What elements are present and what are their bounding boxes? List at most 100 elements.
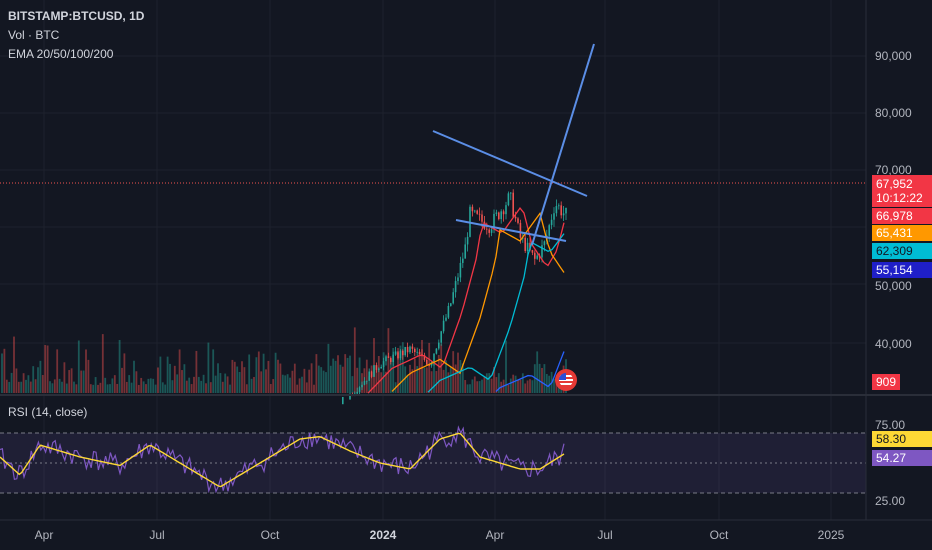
candle-body	[514, 216, 517, 219]
volume-bar	[397, 352, 399, 393]
candle-body	[394, 351, 397, 355]
volume-bar	[118, 339, 121, 393]
rsi-value-badge: 58.30	[872, 431, 932, 447]
candle-body	[356, 391, 358, 394]
symbol-legend[interactable]: BITSTAMP:BTCUSD, 1D	[8, 9, 145, 23]
price-tick: 80,000	[875, 106, 912, 120]
volume-bar	[97, 384, 99, 393]
us-flag-icon[interactable]	[555, 369, 577, 391]
volume-bar	[133, 360, 135, 393]
volume-bar	[130, 382, 133, 393]
candle-body	[505, 205, 507, 215]
candle-body	[500, 211, 502, 220]
candle-body	[442, 320, 445, 332]
volume-bar	[212, 349, 215, 393]
volume-bar	[296, 384, 299, 393]
ema-legend[interactable]: EMA 20/50/100/200	[8, 47, 114, 61]
rsi-ma-badge: 54.27	[872, 450, 932, 466]
volume-bar	[332, 358, 335, 393]
candle-body	[423, 354, 426, 360]
candle-body	[416, 351, 418, 353]
volume-bar	[543, 364, 546, 393]
volume-bar	[65, 383, 68, 393]
candle-body	[366, 380, 368, 382]
candle-body	[447, 305, 450, 318]
volume-bar	[505, 340, 507, 393]
volume-bar	[123, 353, 126, 393]
volume-bars	[1, 327, 567, 393]
volume-bar	[495, 377, 498, 393]
candle-body	[373, 365, 375, 377]
candle-body	[529, 242, 531, 251]
volume-bar	[517, 379, 519, 393]
volume-bar	[509, 378, 512, 393]
candle-body	[435, 348, 438, 354]
candle-body	[548, 225, 550, 236]
volume-bar	[341, 366, 344, 393]
volume-bar	[255, 357, 258, 393]
volume-bar	[61, 381, 63, 393]
volume-bar	[389, 359, 392, 393]
candle-body	[560, 205, 562, 216]
volume-bar	[44, 344, 47, 393]
volume-bar	[265, 369, 267, 393]
ema50-badge: 65,431	[872, 225, 932, 241]
candle-body	[541, 245, 543, 258]
volume-bar	[185, 380, 188, 393]
volume-bar	[533, 364, 536, 393]
volume-bar	[433, 362, 435, 393]
candle-body	[536, 255, 538, 259]
volume-bar	[245, 384, 248, 393]
volume-bar	[70, 368, 73, 393]
volume-bar	[243, 367, 246, 393]
time-tick: Apr	[34, 528, 54, 542]
rsi-legend[interactable]: RSI (14, close)	[8, 405, 88, 419]
volume-bar	[365, 359, 368, 393]
candle-body	[553, 213, 555, 220]
volume-bar	[485, 373, 488, 393]
candle-body	[418, 351, 421, 355]
volume-bar	[531, 380, 534, 393]
candle-body	[517, 218, 519, 223]
volume-bar	[231, 359, 234, 393]
volume-bar	[325, 372, 327, 393]
grid	[0, 0, 866, 520]
candle-body	[507, 193, 510, 206]
volume-bar	[291, 370, 294, 393]
volume-bar	[413, 358, 416, 393]
volume-bar	[541, 367, 543, 393]
volume-bar	[190, 384, 193, 393]
volume-legend[interactable]: Vol · BTC	[8, 28, 60, 42]
candle-body	[457, 277, 459, 282]
volume-bar	[452, 351, 455, 393]
volume-badge: 909	[872, 374, 900, 390]
volume-bar	[461, 363, 464, 393]
volume-bar	[337, 355, 339, 393]
volume-bar	[140, 377, 143, 393]
candle-body	[426, 359, 428, 365]
volume-bar	[305, 382, 308, 393]
volume-bar	[286, 374, 289, 393]
volume-bar	[56, 349, 59, 393]
last-price-value: 67,952	[876, 177, 913, 191]
ema-line-200	[495, 351, 565, 392]
volume-bar	[164, 384, 167, 393]
volume-bar	[82, 370, 85, 393]
time-tick: 2024	[369, 528, 397, 542]
volume-bar	[519, 379, 522, 393]
candle-body	[498, 212, 500, 220]
volume-bar	[85, 349, 87, 393]
volume-bar	[437, 355, 440, 393]
volume-bar	[87, 359, 90, 393]
axes	[0, 0, 932, 521]
candle-body	[550, 219, 553, 226]
candle-body	[565, 207, 567, 214]
volume-bar	[334, 360, 337, 393]
volume-bar	[284, 375, 287, 393]
volume-bar	[442, 369, 445, 393]
volume-bar	[449, 366, 452, 393]
candle-body	[349, 394, 351, 400]
candle-body	[534, 252, 536, 259]
time-tick: Oct	[709, 528, 729, 542]
